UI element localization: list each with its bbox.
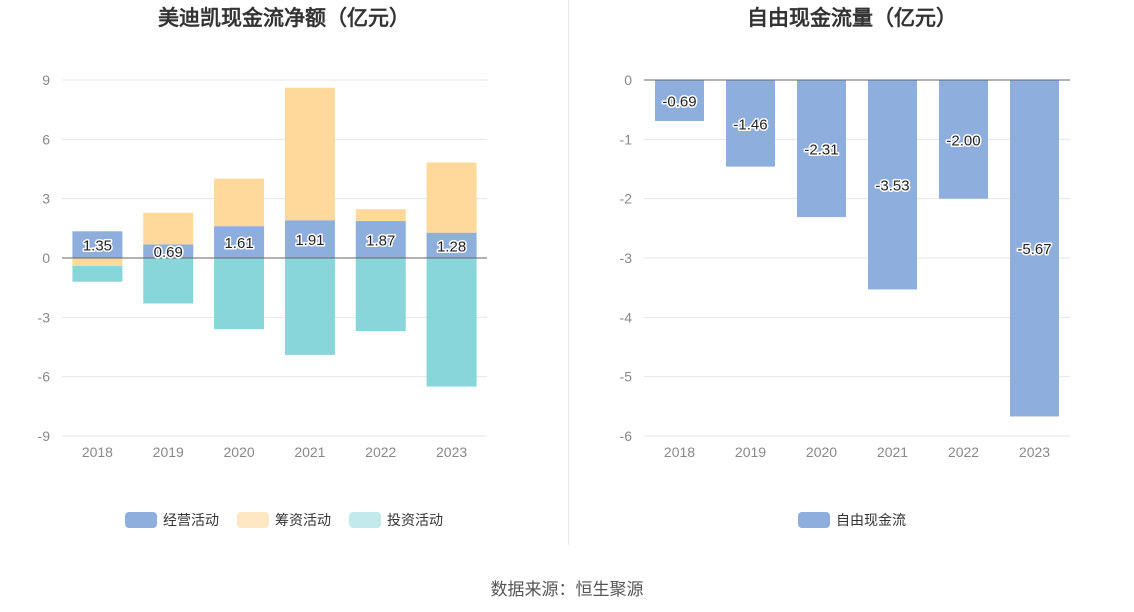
- cash-flow-chart-panel: 美迪凯现金流净额（亿元） 9 6 3 0 -3 -6 -9 2018 2019 2020 2021 2…: [0, 0, 568, 545]
- data-label-fcf: -5.67: [1017, 241, 1051, 258]
- x-tick-label: 2018: [82, 444, 113, 460]
- bar-investing-2020: [214, 258, 265, 330]
- bar-operating-2022: [355, 221, 406, 258]
- bar-operating-2019: [143, 244, 194, 258]
- legend-swatch-investing: [349, 512, 381, 528]
- y-tick-label: -6: [620, 428, 633, 444]
- bar-investing-2019: [143, 258, 194, 304]
- bar-fcf-2020: [797, 80, 846, 218]
- x-tick-label: 2023: [1019, 444, 1050, 460]
- data-label-operating: 1.28: [437, 238, 466, 255]
- free-cash-flow-legend: 自由现金流: [570, 510, 1134, 530]
- x-tick-label: 2019: [735, 444, 766, 460]
- bar-operating-2018: [72, 231, 123, 258]
- legend-label-financing: 筹资活动: [275, 512, 331, 528]
- bar-fcf-2019: [726, 80, 775, 167]
- data-label-fcf: -1.46: [733, 116, 767, 133]
- x-tick-label: 2023: [436, 444, 467, 460]
- x-tick-label: 2021: [877, 444, 908, 460]
- y-tick-label: 6: [42, 131, 50, 147]
- data-label-operating: 1.61: [224, 235, 253, 252]
- y-tick-label: 3: [42, 191, 50, 207]
- x-tick-label: 2018: [664, 444, 695, 460]
- y-tick-label: -5: [620, 369, 633, 385]
- legend-label-operating: 经营活动: [163, 512, 219, 528]
- legend-item-fcf[interactable]: 自由现金流: [798, 510, 906, 530]
- bar-investing-2022: [355, 258, 406, 332]
- x-tick-label: 2022: [365, 444, 396, 460]
- bar-fcf-2021: [868, 80, 917, 290]
- cash-flow-chart-title: 美迪凯现金流净额（亿元）: [158, 7, 410, 30]
- bar-financing-2021: [284, 87, 335, 221]
- bar-financing-2023: [426, 162, 477, 233]
- legend-item-investing[interactable]: 投资活动: [349, 510, 443, 530]
- bar-investing-2018: [72, 265, 123, 282]
- bar-financing-2019: [143, 212, 194, 245]
- free-cash-flow-chart-panel: 自由现金流量（亿元） 0 -1 -2 -3 -4 -5 -6 2018 2019 2020 2021…: [570, 0, 1134, 545]
- y-tick-label: -3: [38, 309, 51, 325]
- y-tick-label: 0: [624, 72, 632, 88]
- bar-fcf-2018: [655, 80, 704, 121]
- y-tick-label: 0: [42, 250, 50, 266]
- legend-label-investing: 投资活动: [387, 512, 443, 528]
- legend-item-financing[interactable]: 筹资活动: [237, 510, 331, 530]
- y-tick-label: -1: [620, 131, 633, 147]
- data-label-fcf: -3.53: [875, 178, 909, 195]
- legend-swatch-financing: [237, 512, 269, 528]
- x-tick-label: 2019: [153, 444, 184, 460]
- bar-financing-2020: [214, 178, 265, 227]
- data-label-fcf: -0.69: [662, 93, 696, 110]
- legend-label-fcf: 自由现金流: [836, 512, 906, 528]
- data-label-operating: 1.91: [295, 232, 324, 249]
- bar-operating-2023: [426, 232, 477, 258]
- y-tick-label: -9: [38, 428, 51, 444]
- free-cash-flow-chart-title: 自由现金流量（亿元）: [747, 7, 957, 30]
- legend-swatch-operating: [125, 512, 157, 528]
- data-source-label: 数据来源：恒生聚源: [490, 580, 644, 599]
- legend-swatch-fcf: [798, 512, 830, 528]
- data-label-operating: 0.69: [154, 244, 183, 261]
- x-tick-label: 2020: [224, 444, 255, 460]
- free-cash-flow-chart-plot: 0 -1 -2 -3 -4 -5 -6 2018 2019 2020 2021 2022 2023 -0.…: [620, 72, 1070, 460]
- y-tick-label: -2: [620, 191, 633, 207]
- x-tick-label: 2021: [294, 444, 325, 460]
- legend-item-operating[interactable]: 经营活动: [125, 510, 219, 530]
- bar-operating-2021: [284, 220, 335, 258]
- bar-financing-2018: [72, 258, 123, 266]
- bar-investing-2021: [284, 258, 335, 355]
- cash-flow-legend: 经营活动 筹资活动 投资活动: [0, 510, 568, 530]
- bar-fcf-2023: [1010, 80, 1059, 417]
- bar-financing-2022: [355, 209, 406, 222]
- y-tick-label: -6: [38, 369, 51, 385]
- panel-divider: [568, 0, 569, 545]
- bar-investing-2023: [426, 258, 477, 387]
- x-tick-label: 2022: [948, 444, 979, 460]
- data-label-operating: 1.87: [366, 233, 395, 250]
- y-tick-label: 9: [42, 72, 50, 88]
- bar-operating-2020: [214, 226, 265, 258]
- data-label-fcf: -2.00: [946, 132, 980, 149]
- y-tick-label: -3: [620, 250, 633, 266]
- bar-fcf-2022: [939, 80, 988, 199]
- data-label-fcf: -2.31: [804, 142, 838, 159]
- data-label-operating: 1.35: [83, 238, 112, 255]
- x-tick-label: 2020: [806, 444, 837, 460]
- y-tick-label: -4: [620, 309, 633, 325]
- cash-flow-chart-plot: 9 6 3 0 -3 -6 -9 2018 2019 2020 2021 2022 2023 1.35 0.…: [38, 72, 487, 460]
